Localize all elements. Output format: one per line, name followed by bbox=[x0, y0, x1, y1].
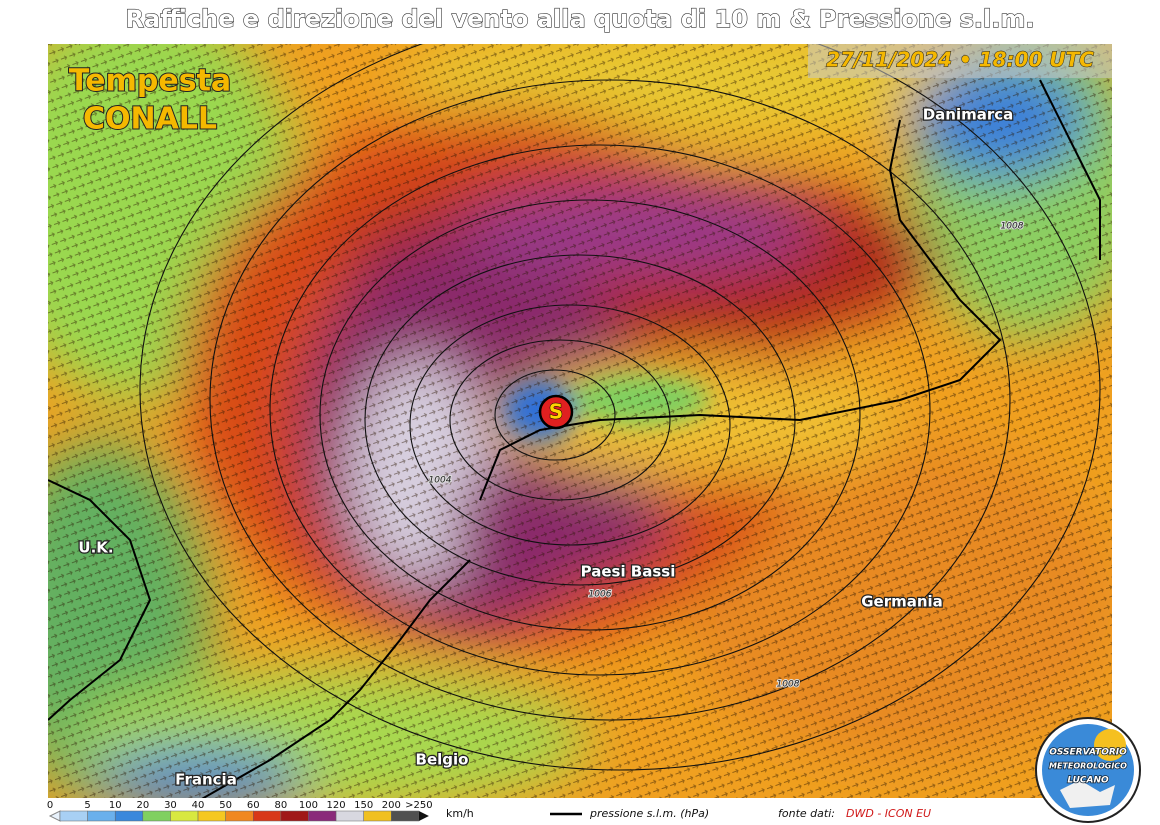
storm-center bbox=[538, 394, 574, 430]
legend-swatch bbox=[280, 810, 309, 822]
legend-line-label: pressione s.l.m. (hPa) bbox=[589, 807, 709, 820]
legend-swatch bbox=[308, 810, 337, 822]
legend-arrow bbox=[418, 811, 429, 821]
legend-swatch bbox=[114, 810, 144, 822]
place-label: Germania bbox=[861, 593, 943, 611]
coastlines bbox=[48, 79, 1101, 798]
place-label: Paesi Bassi bbox=[581, 563, 676, 581]
legend-scale-label: 50 bbox=[219, 800, 232, 811]
legend-unit: km/h bbox=[446, 807, 474, 820]
isobar-label: 1008 bbox=[777, 680, 800, 690]
legend-swatch bbox=[197, 810, 226, 822]
logo-text: LUCANO bbox=[1067, 776, 1109, 786]
place-label: Francia bbox=[175, 771, 237, 789]
legend-scale-label: 80 bbox=[274, 800, 287, 811]
storm-marker: S bbox=[549, 400, 563, 424]
legend-scale-label: 20 bbox=[136, 800, 149, 811]
legend-swatch bbox=[225, 810, 254, 822]
legend-scale-label: 5 bbox=[84, 800, 90, 811]
legend-swatch bbox=[391, 810, 420, 822]
logo-text: OSSERVATORIO bbox=[1049, 748, 1127, 758]
place-label: Belgio bbox=[416, 751, 469, 769]
legend-swatch bbox=[335, 810, 364, 822]
storm-label: Tempesta bbox=[69, 64, 231, 99]
legend-scale-label: 60 bbox=[247, 800, 260, 811]
logo bbox=[1035, 717, 1141, 823]
isobar-label: 1008 bbox=[1001, 222, 1024, 232]
source: DWD - ICON EU bbox=[846, 807, 931, 820]
legend-scale-label: >250 bbox=[405, 800, 432, 811]
isobar-label: 1004 bbox=[429, 476, 452, 486]
isobar-label: 1006 bbox=[589, 590, 612, 600]
legend-scale-label: 40 bbox=[192, 800, 205, 811]
legend-swatch bbox=[59, 810, 88, 822]
legend-arrow bbox=[48, 810, 61, 822]
map-field bbox=[48, 44, 1112, 798]
legend-swatch bbox=[253, 810, 282, 822]
logo-text: METEOROLOGICO bbox=[1049, 762, 1127, 771]
legend-scale-label: 30 bbox=[164, 800, 177, 811]
place-label: U.K. bbox=[78, 539, 113, 557]
legend-scale-label: 150 bbox=[354, 800, 373, 811]
source-label: fonte dati: bbox=[778, 807, 835, 820]
legend-swatch bbox=[87, 810, 116, 822]
legend-scale-label: 10 bbox=[109, 800, 122, 811]
legend-scale-label: 200 bbox=[382, 800, 401, 811]
legend-scale-label: 120 bbox=[327, 800, 346, 811]
place-label: Danimarca bbox=[923, 106, 1014, 124]
legend-scale-label: 100 bbox=[299, 800, 318, 811]
legend-swatch bbox=[142, 810, 171, 822]
legend-swatch bbox=[363, 810, 392, 822]
storm-name: CONALL bbox=[83, 102, 217, 137]
timestamp: 27/11/2024 • 18:00 UTC bbox=[826, 48, 1094, 72]
title: Raffiche e direzione del vento alla quot… bbox=[125, 5, 1034, 33]
legend-scale-label: 0 bbox=[47, 800, 53, 811]
legend-swatch bbox=[170, 810, 199, 822]
